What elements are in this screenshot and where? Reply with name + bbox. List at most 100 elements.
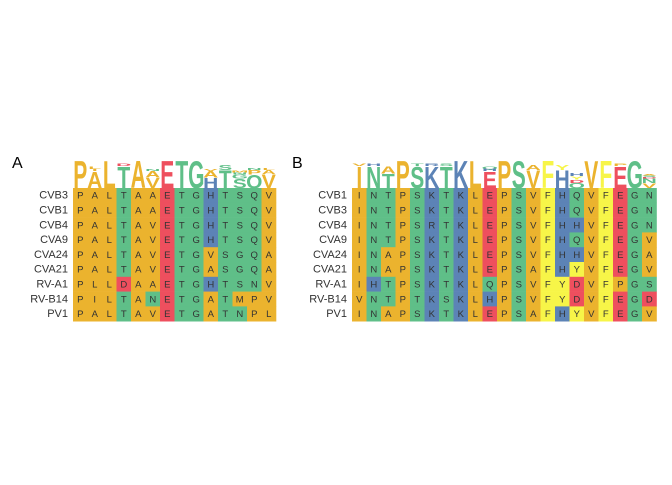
- residue-cell: [613, 276, 628, 292]
- residue-cell: [352, 262, 367, 278]
- logo-letter: A: [87, 167, 102, 193]
- residue-cell: [627, 262, 643, 278]
- residue-cell: [482, 276, 498, 292]
- residue-cell: [613, 217, 628, 233]
- residue-letter: N: [370, 250, 377, 261]
- svg-text:V: V: [204, 168, 218, 171]
- residue-letter: G: [193, 279, 200, 290]
- residue-letter: P: [501, 205, 507, 216]
- svg-text:N: N: [232, 172, 247, 175]
- residue-cell: [569, 202, 585, 218]
- residue-cell: [381, 306, 396, 322]
- residue-letter: E: [487, 309, 493, 320]
- residue-cell: [569, 276, 585, 292]
- logo-letter: A: [203, 170, 219, 180]
- logo-letter: L: [469, 153, 482, 196]
- residue-letter: L: [107, 191, 112, 202]
- residue-letter: T: [385, 220, 391, 231]
- residue-letter: F: [603, 220, 609, 231]
- residue-letter: T: [179, 235, 185, 246]
- residue-cell: [395, 202, 411, 218]
- residue-letter: A: [135, 220, 142, 231]
- residue-letter: K: [429, 294, 436, 305]
- residue-letter: I: [93, 294, 96, 305]
- residue-letter: L: [266, 309, 271, 320]
- sequence-name: CVB3: [39, 190, 68, 202]
- residue-cell: [598, 247, 614, 263]
- svg-text:S: S: [218, 164, 232, 172]
- residue-letter: E: [487, 265, 493, 276]
- residue-letter: A: [150, 205, 157, 216]
- residue-letter: V: [150, 250, 157, 261]
- residue-letter: D: [646, 294, 653, 305]
- residue-letter: G: [193, 205, 200, 216]
- residue-letter: L: [473, 191, 478, 202]
- residue-letter: L: [473, 279, 478, 290]
- residue-cell: [642, 217, 657, 233]
- residue-cell: [482, 247, 498, 263]
- residue-letter: I: [358, 265, 361, 276]
- logo-letter: I: [356, 160, 362, 195]
- residue-cell: [145, 247, 161, 263]
- residue-letter: T: [121, 250, 127, 261]
- logo-letter: L: [103, 153, 116, 196]
- residue-letter: P: [400, 191, 406, 202]
- residue-cell: [410, 306, 425, 322]
- logo-letter: Q: [482, 166, 499, 170]
- logo-letter: S: [233, 176, 247, 191]
- logo-letter: K: [424, 160, 439, 195]
- residue-letter: T: [443, 279, 449, 290]
- residue-cell: [439, 247, 454, 263]
- residue-letter: T: [222, 235, 228, 246]
- residue-cell: [468, 306, 483, 322]
- residue-letter: A: [208, 309, 215, 320]
- residue-letter: V: [588, 294, 595, 305]
- residue-letter: E: [164, 220, 170, 231]
- svg-text:L: L: [88, 166, 101, 170]
- residue-cell: [410, 262, 425, 278]
- residue-cell: [218, 247, 233, 263]
- residue-cell: [203, 306, 219, 322]
- residue-letter: K: [429, 235, 436, 246]
- residue-cell: [395, 188, 411, 204]
- residue-letter: G: [236, 265, 243, 276]
- residue-letter: L: [107, 294, 112, 305]
- logo-letter: N: [247, 167, 262, 170]
- residue-letter: K: [458, 235, 465, 246]
- logo-letter: M: [231, 170, 248, 173]
- residue-cell: [410, 291, 425, 307]
- svg-text:N: N: [642, 178, 657, 185]
- residue-cell: [381, 276, 396, 292]
- logo-letter: G: [188, 153, 204, 196]
- residue-letter: P: [501, 220, 507, 231]
- residue-cell: [453, 202, 469, 218]
- residue-letter: P: [501, 265, 507, 276]
- logo-letter: T: [440, 160, 453, 195]
- residue-letter: A: [135, 294, 142, 305]
- residue-cell: [352, 232, 367, 248]
- residue-letter: S: [516, 220, 522, 231]
- logo-letter: V: [584, 153, 598, 196]
- residue-letter: V: [530, 279, 537, 290]
- residue-cell: [453, 291, 469, 307]
- residue-cell: [453, 262, 469, 278]
- residue-cell: [497, 247, 512, 263]
- residue-cell: [526, 232, 541, 248]
- residue-letter: P: [77, 294, 83, 305]
- residue-cell: [627, 188, 643, 204]
- residue-letter: T: [443, 309, 449, 320]
- residue-letter: E: [164, 191, 170, 202]
- residue-cell: [203, 276, 219, 292]
- residue-cell: [189, 232, 204, 248]
- residue-cell: [540, 291, 556, 307]
- residue-cell: [424, 232, 440, 248]
- residue-cell: [87, 262, 103, 278]
- residue-letter: V: [530, 250, 537, 261]
- residue-cell: [642, 262, 657, 278]
- residue-cell: [584, 202, 599, 218]
- svg-text:H: H: [569, 172, 584, 177]
- logo-letter: N: [232, 172, 247, 175]
- sequence-name: RV-B14: [30, 293, 68, 305]
- residue-cell: [381, 291, 396, 307]
